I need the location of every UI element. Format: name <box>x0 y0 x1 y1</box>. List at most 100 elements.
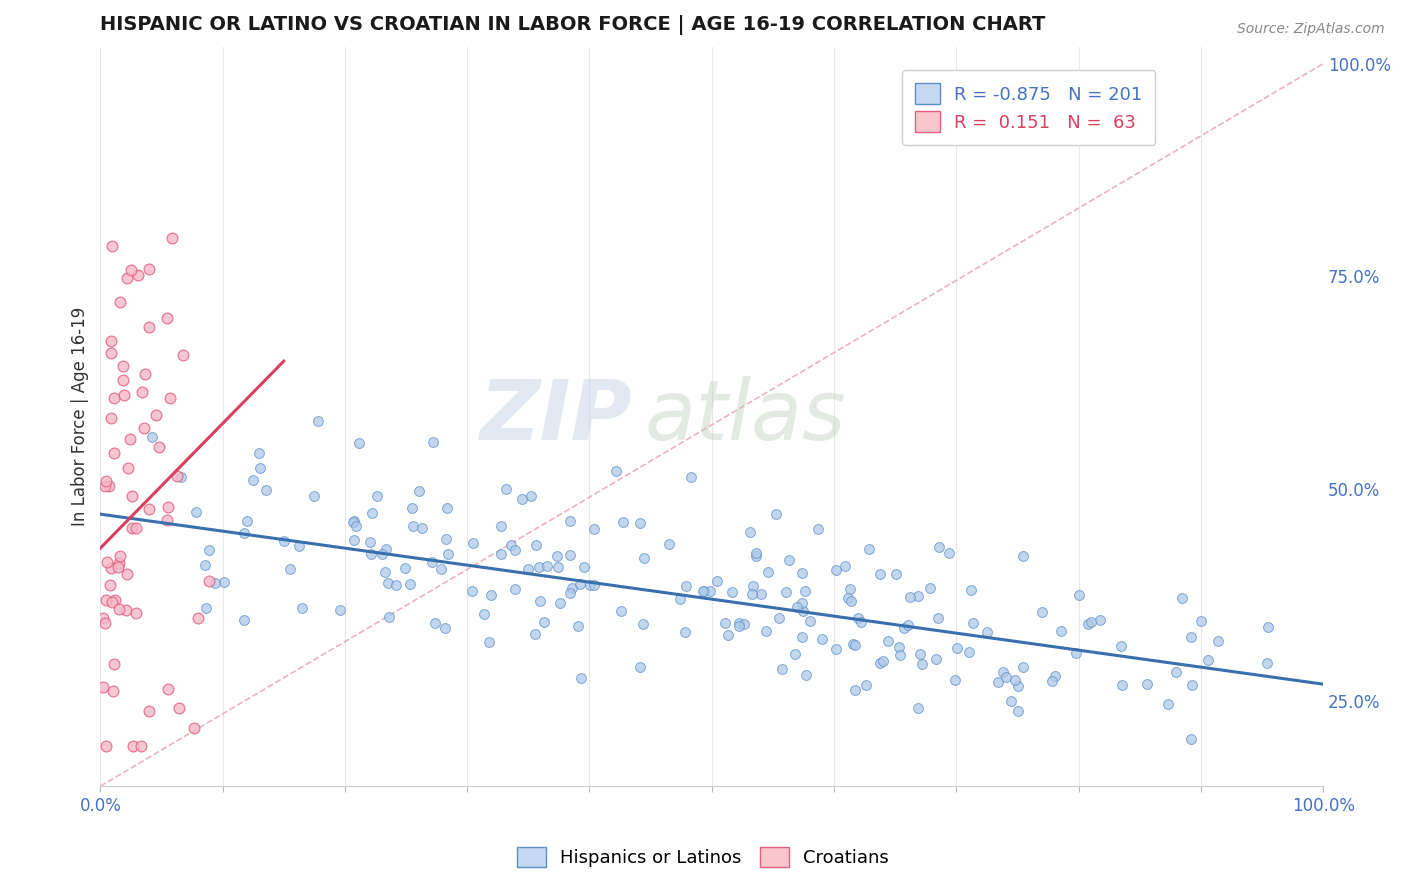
Point <box>343 533 366 548</box>
Point <box>1007 679 1029 693</box>
Point <box>429 562 451 576</box>
Point <box>792 566 814 581</box>
Point <box>765 507 787 521</box>
Point <box>733 617 755 632</box>
Point <box>669 592 692 607</box>
Point <box>839 593 862 607</box>
Point <box>1050 624 1073 638</box>
Point <box>103 592 125 607</box>
Point <box>1180 731 1202 746</box>
Point <box>100 238 122 252</box>
Point <box>907 589 929 603</box>
Point <box>112 359 135 373</box>
Point <box>479 588 502 602</box>
Point <box>194 601 217 615</box>
Point <box>127 268 149 282</box>
Point <box>898 590 921 604</box>
Point <box>420 555 443 569</box>
Point <box>548 596 571 610</box>
Point <box>578 578 600 592</box>
Point <box>100 334 122 348</box>
Point <box>167 701 190 715</box>
Point <box>112 387 135 401</box>
Point <box>749 587 772 601</box>
Point <box>741 587 763 601</box>
Point <box>131 385 153 400</box>
Point <box>343 514 366 528</box>
Point <box>307 414 329 428</box>
Point <box>529 594 551 608</box>
Point <box>893 621 915 635</box>
Point <box>489 519 512 533</box>
Point <box>1136 677 1159 691</box>
Point <box>876 633 898 648</box>
Point <box>166 468 188 483</box>
Point <box>778 553 800 567</box>
Point <box>869 566 891 581</box>
Point <box>156 310 179 325</box>
Point <box>569 671 592 685</box>
Point <box>1157 698 1180 712</box>
Point <box>187 611 209 625</box>
Point <box>349 435 371 450</box>
Point <box>114 603 136 617</box>
Text: atlas: atlas <box>644 376 846 457</box>
Point <box>995 670 1018 684</box>
Point <box>706 574 728 589</box>
Point <box>93 479 115 493</box>
Point <box>249 461 271 475</box>
Point <box>194 558 217 572</box>
Point <box>927 611 949 625</box>
Point <box>436 500 458 515</box>
Point <box>120 263 142 277</box>
Point <box>728 616 751 631</box>
Point <box>472 607 495 622</box>
Point <box>112 373 135 387</box>
Point <box>103 657 125 672</box>
Point <box>134 367 156 381</box>
Point <box>256 483 278 497</box>
Point <box>138 704 160 718</box>
Point <box>422 435 444 450</box>
Point <box>329 603 352 617</box>
Point <box>503 542 526 557</box>
Point <box>938 546 960 560</box>
Point <box>360 547 382 561</box>
Point <box>478 634 501 648</box>
Point <box>157 500 180 515</box>
Text: HISPANIC OR LATINO VS CROATIAN IN LABOR FORCE | AGE 16-19 CORRELATION CHART: HISPANIC OR LATINO VS CROATIAN IN LABOR … <box>100 15 1046 35</box>
Point <box>1000 693 1022 707</box>
Point <box>342 515 364 529</box>
Point <box>370 547 392 561</box>
Point <box>524 538 547 552</box>
Point <box>546 549 568 563</box>
Point <box>523 627 546 641</box>
Point <box>94 593 117 607</box>
Point <box>790 630 813 644</box>
Point <box>911 657 934 671</box>
Text: ZIP: ZIP <box>479 376 633 457</box>
Point <box>1088 613 1111 627</box>
Point <box>610 604 633 618</box>
Point <box>869 656 891 670</box>
Point <box>755 624 778 639</box>
Point <box>291 601 314 615</box>
Point <box>790 596 813 610</box>
Point <box>957 645 980 659</box>
Point <box>547 560 569 574</box>
Point <box>811 632 834 646</box>
Point <box>384 578 406 592</box>
Point <box>183 721 205 735</box>
Point <box>1012 659 1035 673</box>
Point <box>582 578 605 592</box>
Point <box>125 521 148 535</box>
Point <box>374 565 396 579</box>
Point <box>287 539 309 553</box>
Legend: Hispanics or Latinos, Croatians: Hispanics or Latinos, Croatians <box>510 839 896 874</box>
Point <box>783 647 806 661</box>
Point <box>745 547 768 561</box>
Point <box>377 576 399 591</box>
Point <box>156 682 179 697</box>
Point <box>117 460 139 475</box>
Point <box>1180 678 1202 692</box>
